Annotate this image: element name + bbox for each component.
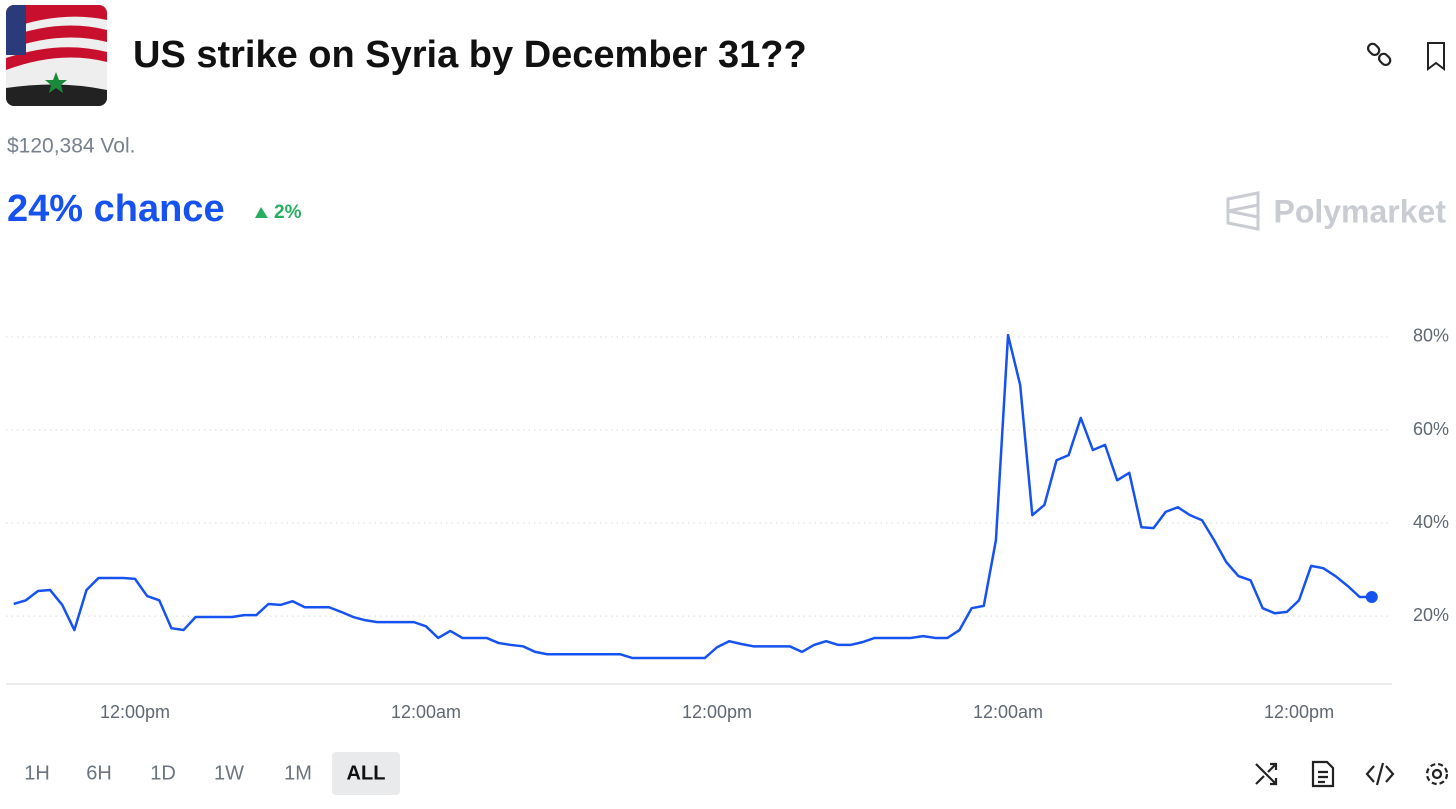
- chance: 24% chance: [7, 188, 225, 230]
- change: 2%: [274, 202, 302, 223]
- title: US strike on Syria by December 31??: [133, 34, 807, 76]
- brand: Polymarket: [1273, 193, 1446, 229]
- bookmark-icon[interactable]: [1427, 42, 1445, 71]
- y-tick-label: 20%: [1413, 605, 1449, 625]
- y-tick-label: 60%: [1413, 419, 1449, 439]
- y-tick-label: 80%: [1413, 326, 1449, 346]
- change-arrow: [255, 207, 268, 218]
- time-range-button[interactable]: 6H: [86, 762, 112, 784]
- document-icon[interactable]: [1311, 760, 1335, 788]
- time-range-button[interactable]: ALL: [347, 762, 386, 784]
- last-point: [1365, 591, 1378, 604]
- time-range-button[interactable]: 1H: [24, 762, 50, 784]
- x-tick-label: 12:00am: [391, 702, 461, 722]
- settings-icon[interactable]: [1425, 762, 1449, 786]
- market-image: [6, 5, 107, 106]
- time-range-button[interactable]: 1M: [284, 762, 312, 784]
- x-tick-label: 12:00pm: [100, 702, 170, 722]
- volume: $120,384 Vol.: [7, 135, 135, 158]
- shuffle-icon[interactable]: [1255, 762, 1278, 786]
- time-range-button[interactable]: 1W: [214, 762, 244, 784]
- x-tick-label: 12:00pm: [682, 702, 752, 722]
- price-line: [13, 333, 1372, 660]
- x-tick-label: 12:00pm: [1264, 702, 1334, 722]
- toolbar: [1255, 760, 1449, 788]
- link-icon[interactable]: [1366, 42, 1392, 67]
- selected-range-bg: [332, 752, 400, 795]
- x-tick-label: 12:00am: [973, 702, 1043, 722]
- brand-logo: [1226, 191, 1260, 231]
- time-range-button[interactable]: 1D: [150, 762, 176, 784]
- embed-icon[interactable]: [1365, 762, 1395, 786]
- y-tick-label: 40%: [1413, 512, 1449, 532]
- time-ranges: 1H 6H 1D 1W 1M ALL: [24, 752, 400, 795]
- plot: 20% 40% 60% 80% 12:00pm 12:00am 12:00pm 12:00am…: [6, 326, 1449, 722]
